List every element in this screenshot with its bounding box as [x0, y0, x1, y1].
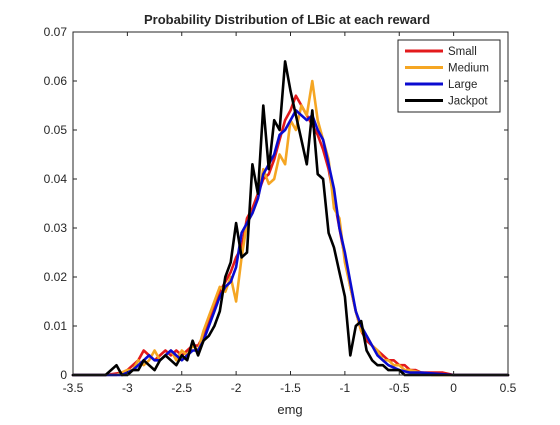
axes-layer: -3.5 -3 -2.5 -2 -1.5 -1 -0.5 0 0.5 0 0.01 0.02 0.03 0…: [44, 25, 517, 395]
y-tick-label: 0.07: [44, 25, 68, 39]
x-tick-label: 0: [450, 381, 457, 395]
y-tick-label: 0.01: [44, 319, 68, 333]
y-tick-label: 0.06: [44, 74, 68, 88]
y-tick-label: 0.04: [44, 172, 68, 186]
y-tick-label: 0.03: [44, 221, 68, 235]
legend: Small Medium Large Jackpot: [397, 39, 501, 113]
legend-label-medium: Medium: [448, 63, 489, 75]
series-layer: [71, 60, 510, 377]
x-axis-label: emg: [277, 402, 302, 417]
legend-label-jackpot: Jackpot: [448, 96, 488, 108]
x-tick-label: 0.5: [500, 381, 517, 395]
series-line-jackpot: [71, 60, 510, 377]
legend-label-small: Small: [448, 46, 477, 58]
y-tick-label: 0.05: [44, 123, 68, 137]
x-tick-label: -1: [340, 381, 351, 395]
y-tick-label: 0: [60, 368, 67, 382]
x-tick-label: -3.5: [63, 381, 84, 395]
x-tick-label: -1.5: [280, 381, 301, 395]
x-tick-label: -2: [231, 381, 242, 395]
legend-label-large: Large: [448, 79, 477, 91]
chart-title: Probability Distribution of LBic at each…: [144, 12, 430, 27]
y-tick-label: 0.02: [44, 270, 68, 284]
x-tick-label: -0.5: [389, 381, 410, 395]
x-tick-label: -2.5: [171, 381, 192, 395]
x-tick-label: -3: [122, 381, 133, 395]
